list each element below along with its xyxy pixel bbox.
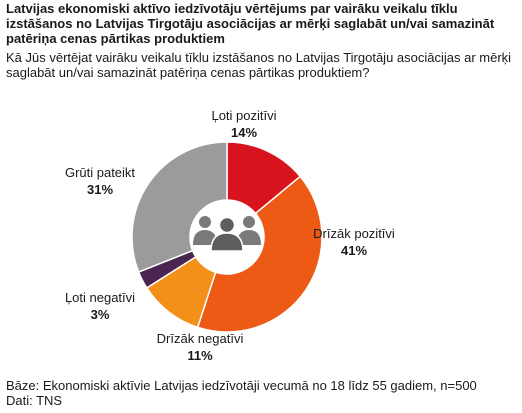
slice-value-loti-negativi: 3% (91, 307, 110, 322)
slice-value-drizak-pozitivi: 41% (341, 243, 367, 258)
slice-value-loti-pozitivi: 14% (231, 125, 257, 140)
survey-question: Kā Jūs vērtējat vairāku veikalu tīklu iz… (6, 50, 512, 80)
chart-footer: Bāze: Ekonomiski aktīvie Latvijas iedzīv… (6, 378, 518, 408)
sample-base-note: Bāze: Ekonomiski aktīvie Latvijas iedzīv… (6, 378, 477, 393)
slice-value-drizak-negativi: 11% (187, 348, 213, 363)
slice-value-gruti-pateikt: 31% (87, 182, 113, 197)
slice-label-drizak-pozitivi: Drīzāk pozitīvi (313, 226, 395, 241)
slice-gruti-pateikt (131, 141, 228, 273)
data-source-note: Dati: TNS (6, 393, 63, 408)
slice-label-loti-negativi: Ļoti negatīvi (65, 290, 135, 305)
people-group-icon (193, 204, 261, 270)
slice-label-drizak-negativi: Drīzāk negatīvi (157, 331, 244, 346)
chart-title: Latvijas ekonomiski aktīvo iedzīvotāju v… (6, 1, 495, 46)
slice-label-loti-pozitivi: Ļoti pozitīvi (211, 108, 276, 123)
slice-drizak-pozitivi (196, 175, 323, 333)
slice-label-gruti-pateikt: Grūti pateikt (65, 165, 135, 180)
